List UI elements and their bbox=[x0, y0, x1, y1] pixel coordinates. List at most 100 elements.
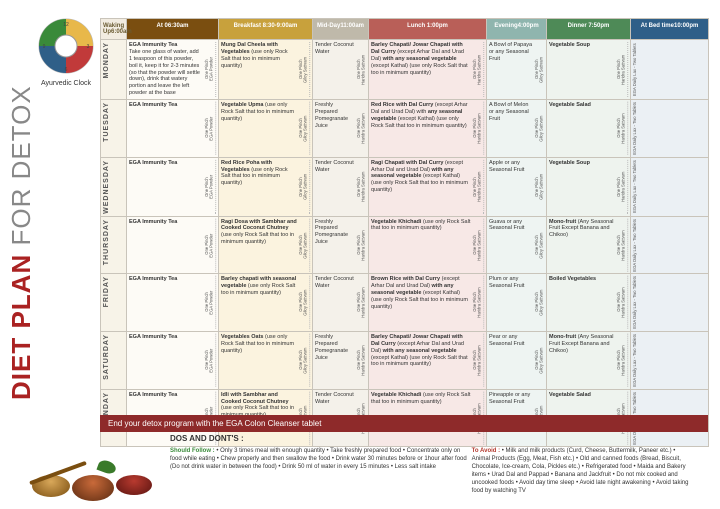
col-evening: Evening4:00pm bbox=[487, 19, 547, 40]
cell-midday: Freshly Prepared Pomegranate Juice bbox=[315, 334, 355, 387]
table-body: MONDAY EGA Immunity TeaTake one glass of … bbox=[101, 40, 709, 447]
dos-title: DOS AND DONT'S : bbox=[170, 434, 700, 445]
cell-evening: Pear or any Seasonal Fruit bbox=[489, 334, 533, 387]
cell-0630: EGA Immunity Tea bbox=[129, 276, 203, 329]
cell-lunch: Ragi Chapati with Dal Curry (except Arha… bbox=[371, 160, 471, 214]
col-midday: Mid-Day11:00am bbox=[313, 19, 369, 40]
side-note: One PinchHaridra Sattvam bbox=[473, 42, 484, 97]
side-note: One PinchEGA Powder bbox=[205, 102, 216, 155]
svg-text:6: 6 bbox=[65, 67, 68, 73]
side-note: One PinchGiloy Sattvam bbox=[535, 219, 544, 272]
should-follow: Should Follow : • Only 3 times meal with… bbox=[170, 447, 470, 471]
side-note: EGA Daily Lax - Two Tablets bbox=[633, 219, 638, 272]
ayurvedic-clock: 12 3 6 9 Ayurvedic Clock bbox=[35, 18, 97, 87]
day-label: WEDNESDAY bbox=[103, 160, 110, 214]
cell-0630: EGA Immunity Tea bbox=[129, 334, 203, 387]
to-avoid: To Avoid : • Milk and milk products (Cur… bbox=[472, 447, 692, 496]
side-note: One PinchEGA Powder bbox=[205, 276, 216, 329]
col-breakfast: Breakfast 8:30-9:00am bbox=[219, 19, 313, 40]
cell-lunch: Red Rice with Dal Curry (except Arhar Da… bbox=[371, 102, 471, 155]
table-row: WEDNESDAY EGA Immunity TeaOne PinchEGA Po… bbox=[101, 157, 709, 216]
cell-breakfast: Ragi Dosa with Sambhar and Cooked Coconu… bbox=[221, 219, 297, 272]
svg-text:9: 9 bbox=[43, 44, 46, 50]
side-note: One PinchGiloy Sattvam bbox=[535, 276, 544, 329]
cell-midday: Tender Coconut Water bbox=[315, 276, 355, 329]
cell-breakfast: Barley chapati with seasonal vegetable (… bbox=[221, 276, 297, 329]
day-label: SATURDAY bbox=[103, 334, 110, 380]
day-label: MONDAY bbox=[103, 42, 110, 78]
side-note: One PinchEGA Powder bbox=[205, 160, 216, 214]
cell-lunch: Barley Chapati/ Jowar Chapati with Dal C… bbox=[371, 42, 471, 97]
side-note: One PinchGiloy Sattvam bbox=[535, 160, 544, 214]
avoid-label: To Avoid : bbox=[472, 448, 500, 454]
side-note: One PinchGiloy Sattvam bbox=[299, 219, 310, 272]
side-note: One PinchHaridra Sattvam bbox=[473, 160, 484, 214]
should-text: • Only 3 times meal with enough quantity… bbox=[170, 448, 467, 470]
cell-0630: EGA Immunity Tea bbox=[129, 160, 203, 214]
cell-dinner: Mono-fruit (Any Seasonal Fruit Except Ba… bbox=[549, 219, 615, 272]
side-note: One PinchHaridra Sattvam bbox=[473, 102, 484, 155]
side-note: One PinchHaridra Sattvam bbox=[617, 334, 628, 387]
side-note: One PinchGiloy Sattvam bbox=[299, 42, 310, 97]
cell-0630: EGA Immunity Tea bbox=[129, 219, 203, 272]
cell-evening: Plum or any Seasonal Fruit bbox=[489, 276, 533, 329]
svg-text:12: 12 bbox=[63, 22, 69, 28]
side-note: One PinchHaridra Sattvam bbox=[473, 219, 484, 272]
side-note: One PinchGiloy Sattvam bbox=[299, 160, 310, 214]
cell-0630: EGA Immunity Tea bbox=[129, 102, 203, 155]
side-note: One PinchGiloy Sattvam bbox=[299, 102, 310, 155]
cell-midday: Freshly Prepared Pomegranate Juice bbox=[315, 102, 355, 155]
side-note: One PinchHaridra Sattvam bbox=[617, 160, 628, 214]
side-note: One PinchEGA Powder bbox=[205, 219, 216, 272]
table-row: MONDAY EGA Immunity TeaTake one glass of … bbox=[101, 40, 709, 100]
table-header: Waking Up6:00am At 06:30am Breakfast 8:3… bbox=[101, 19, 709, 40]
cell-evening: Guava or any Seasonal Fruit bbox=[489, 219, 533, 272]
cell-0630: EGA Immunity TeaTake one glass of water,… bbox=[129, 42, 203, 97]
side-note: One PinchGiloy Sattvam bbox=[299, 334, 310, 387]
clock-icon: 12 3 6 9 bbox=[38, 18, 94, 74]
side-note: One PinchHaridra Sattvam bbox=[473, 276, 484, 329]
side-note: One PinchGiloy Sattvam bbox=[535, 102, 544, 155]
title-red: DIET PLAN bbox=[6, 254, 36, 400]
clock-label: Ayurvedic Clock bbox=[35, 80, 97, 87]
side-note: One PinchHaridra Sattvam bbox=[617, 276, 628, 329]
side-note: One PinchHaridra Sattvam bbox=[617, 102, 628, 155]
cell-breakfast: Mung Dal Cheela with Vegetables (use onl… bbox=[221, 42, 297, 97]
cell-lunch: Brown Rice with Dal Curry (except Arhar … bbox=[371, 276, 471, 329]
side-note: EGA Daily Lax - Two Tablets bbox=[633, 42, 638, 97]
side-note: EGA Daily Lax - Two Tablets bbox=[633, 102, 638, 155]
cell-midday: Freshly Prepared Pomegranate Juice bbox=[315, 219, 355, 272]
side-note: One PinchHaridra Sattvam bbox=[357, 42, 366, 97]
table-row: FRIDAY EGA Immunity TeaOne PinchEGA Powde… bbox=[101, 274, 709, 332]
page-title: DIET PLAN FOR DETOX bbox=[6, 85, 37, 400]
avoid-text: • Milk and milk products (Curd, Cheese, … bbox=[472, 448, 689, 494]
side-note: One PinchGiloy Sattvam bbox=[535, 334, 544, 387]
end-banner: End your detox program with the EGA Colo… bbox=[100, 415, 708, 432]
day-label: THURSDAY bbox=[103, 219, 110, 265]
table-row: SATURDAYEGA Immunity TeaOne PinchEGA Pow… bbox=[101, 331, 709, 389]
cell-evening: A Bowl of Melon or any Seasonal Fruit bbox=[489, 102, 533, 155]
diet-plan-page: DIET PLAN FOR DETOX 12 3 6 9 Ayurvedic C… bbox=[0, 0, 720, 509]
title-thin: FOR DETOX bbox=[6, 85, 36, 253]
day-label: TUESDAY bbox=[103, 102, 110, 142]
side-note: EGA Daily Lax - Two Tablets bbox=[633, 276, 638, 329]
cell-breakfast: Vegetables Oats (use only Rock Salt that… bbox=[221, 334, 297, 387]
cell-lunch: Barley Chapati/ Jowar Chapati with Dal C… bbox=[371, 334, 471, 387]
col-dinner: Dinner 7:50pm bbox=[547, 19, 631, 40]
side-note: EGA Daily Lax - Two Tablets bbox=[633, 334, 638, 387]
should-label: Should Follow : bbox=[170, 448, 215, 454]
cell-breakfast: Red Rice Poha with Vegetables (use only … bbox=[221, 160, 297, 214]
cell-midday: Tender Coconut Water bbox=[315, 160, 355, 214]
cell-dinner: Vegetable Soup bbox=[549, 42, 615, 97]
side-note: One PinchHaridra Sattvam bbox=[617, 219, 628, 272]
cell-evening: A Bowl of Papaya or any Seasonal Fruit bbox=[489, 42, 533, 97]
cell-dinner: Vegetable Soup bbox=[549, 160, 615, 214]
table-row: TUESDAY EGA Immunity TeaOne PinchEGA Powd… bbox=[101, 100, 709, 158]
side-note: One PinchGiloy Sattvam bbox=[299, 276, 310, 329]
cell-breakfast: Vegetable Upma (use only Rock Salt that … bbox=[221, 102, 297, 155]
day-label: FRIDAY bbox=[103, 276, 110, 307]
col-waking: Waking Up6:00am bbox=[101, 19, 127, 40]
side-note: One PinchEGA Powder bbox=[205, 42, 216, 97]
side-note: One PinchHaridra Sattvam bbox=[357, 160, 366, 214]
diet-plan-table: Waking Up6:00am At 06:30am Breakfast 8:3… bbox=[100, 18, 709, 447]
